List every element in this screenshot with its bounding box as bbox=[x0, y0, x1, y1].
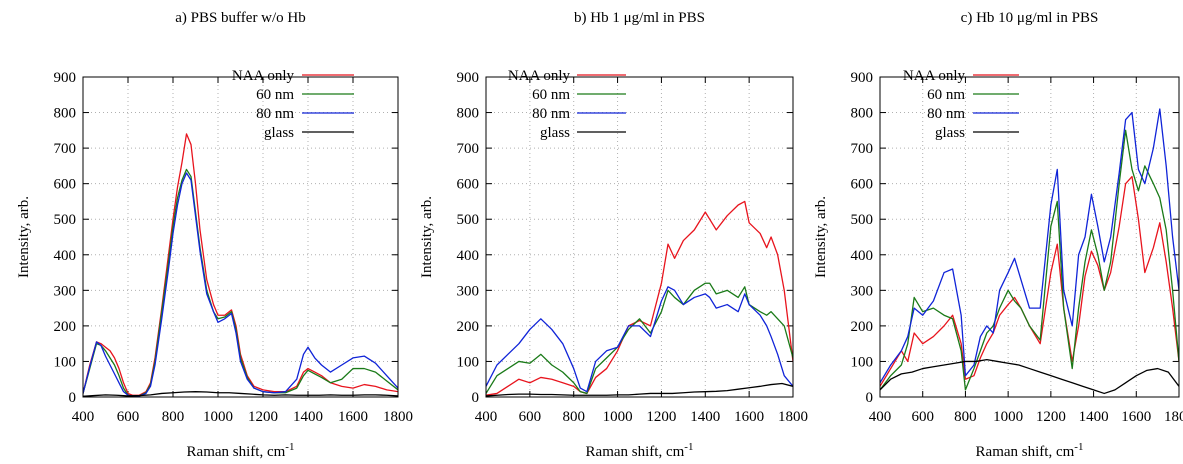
plot-frame bbox=[879, 76, 1180, 398]
legend-label: glass bbox=[540, 125, 570, 141]
x-tick-label: 800 bbox=[162, 409, 185, 425]
series-line-glass bbox=[880, 359, 1179, 395]
x-tick-label: 1800 bbox=[778, 409, 808, 425]
legend-label: glass bbox=[935, 125, 965, 141]
y-tick-label: 200 bbox=[54, 319, 77, 335]
x-tick-label: 400 bbox=[72, 409, 95, 425]
y-tick-label: 300 bbox=[54, 283, 77, 299]
y-tick-label: 900 bbox=[851, 70, 874, 86]
y-tick-label: 900 bbox=[457, 70, 480, 86]
x-tick-label: 600 bbox=[911, 409, 934, 425]
x-axis-label-superscript: -1 bbox=[1074, 441, 1083, 453]
y-tick-label: 400 bbox=[54, 248, 77, 264]
chart-panel-2: 400 600 800 1000 1200 1400 1600 1800 0 100 200 300 4… bbox=[419, 10, 808, 460]
chart-title: a) PBS buffer w/o Hb bbox=[175, 10, 306, 26]
y-tick-label: 500 bbox=[851, 212, 874, 228]
legend-label: 80 nm bbox=[256, 106, 294, 122]
series-line-glass bbox=[83, 391, 398, 397]
x-axis-label: Raman shift, cm-1 bbox=[187, 441, 295, 460]
x-tick-label: 1000 bbox=[203, 409, 233, 425]
x-tick-label: 1400 bbox=[293, 409, 323, 425]
series-line-naa-only bbox=[486, 200, 793, 396]
series-line-naa-only bbox=[880, 175, 1179, 387]
x-tick-label: 1600 bbox=[1121, 409, 1151, 425]
chart-title: c) Hb 10 μg/ml in PBS bbox=[961, 10, 1099, 26]
y-tick-label: 500 bbox=[54, 212, 77, 228]
y-tick-label: 100 bbox=[457, 354, 480, 370]
x-tick-label: 600 bbox=[117, 409, 140, 425]
y-tick-label: 0 bbox=[69, 390, 77, 406]
legend-label: NAA only bbox=[508, 68, 571, 84]
y-axis-label: Intensity, arb. bbox=[16, 196, 32, 278]
x-tick-label: 800 bbox=[954, 409, 977, 425]
legend-label: 80 nm bbox=[532, 106, 570, 122]
y-tick-label: 500 bbox=[457, 212, 480, 228]
x-axis-label-superscript: -1 bbox=[285, 441, 294, 453]
legend-label: glass bbox=[264, 125, 294, 141]
x-axis-label: Raman shift, cm-1 bbox=[976, 441, 1084, 460]
x-axis-label-superscript: -1 bbox=[684, 441, 693, 453]
y-tick-label: 700 bbox=[457, 141, 480, 157]
x-axis-label: Raman shift, cm-1 bbox=[586, 441, 694, 460]
legend-label: NAA only bbox=[232, 68, 295, 84]
y-tick-label: 600 bbox=[851, 177, 874, 193]
x-tick-label: 1400 bbox=[1079, 409, 1109, 425]
y-tick-label: 600 bbox=[54, 177, 77, 193]
x-tick-label: 1000 bbox=[993, 409, 1023, 425]
y-tick-label: 400 bbox=[851, 248, 874, 264]
x-tick-label: 1800 bbox=[383, 409, 413, 425]
y-tick-label: 100 bbox=[54, 354, 77, 370]
plot-frame bbox=[82, 76, 399, 398]
y-axis-label: Intensity, arb. bbox=[813, 196, 829, 278]
series-line-naa-only bbox=[83, 133, 398, 396]
y-tick-label: 300 bbox=[851, 283, 874, 299]
legend-label: 60 nm bbox=[532, 87, 570, 103]
series-line-60-nm bbox=[880, 129, 1179, 391]
y-tick-label: 700 bbox=[54, 141, 77, 157]
y-tick-label: 700 bbox=[851, 141, 874, 157]
x-tick-label: 1600 bbox=[338, 409, 368, 425]
y-tick-label: 200 bbox=[457, 319, 480, 335]
series-line-80-nm bbox=[83, 172, 398, 397]
x-tick-label: 1000 bbox=[603, 409, 633, 425]
y-tick-label: 300 bbox=[457, 283, 480, 299]
y-axis-label: Intensity, arb. bbox=[419, 196, 435, 278]
y-tick-label: 800 bbox=[851, 106, 874, 122]
x-tick-label: 1200 bbox=[1036, 409, 1066, 425]
y-tick-label: 0 bbox=[472, 390, 480, 406]
x-axis-label-text: Raman shift, cm bbox=[976, 444, 1075, 460]
y-tick-label: 600 bbox=[457, 177, 480, 193]
x-tick-label: 1200 bbox=[248, 409, 278, 425]
chart-panel-3: 400 600 800 1000 1200 1400 1600 1800 0 100 200 300 4… bbox=[813, 10, 1183, 460]
series-line-80-nm bbox=[880, 108, 1179, 384]
legend-label: 80 nm bbox=[927, 106, 965, 122]
x-axis-label-text: Raman shift, cm bbox=[586, 444, 685, 460]
x-tick-label: 1600 bbox=[734, 409, 764, 425]
x-tick-label: 400 bbox=[475, 409, 498, 425]
y-tick-label: 900 bbox=[54, 70, 77, 86]
y-tick-label: 100 bbox=[851, 354, 874, 370]
chart-panel-1: 400 600 800 1000 1200 1400 1600 1800 0 100 200 300 4… bbox=[16, 10, 413, 460]
x-tick-label: 800 bbox=[562, 409, 585, 425]
x-tick-label: 1800 bbox=[1164, 409, 1183, 425]
y-tick-label: 800 bbox=[54, 106, 77, 122]
y-tick-label: 800 bbox=[457, 106, 480, 122]
series-line-glass bbox=[486, 382, 793, 397]
legend-label: NAA only bbox=[903, 68, 966, 84]
chart-title: b) Hb 1 μg/ml in PBS bbox=[574, 10, 705, 26]
series-line-60-nm bbox=[486, 282, 793, 395]
plot-frame bbox=[485, 76, 794, 398]
x-tick-label: 1400 bbox=[690, 409, 720, 425]
legend-label: 60 nm bbox=[256, 87, 294, 103]
y-tick-label: 200 bbox=[851, 319, 874, 335]
y-tick-label: 0 bbox=[866, 390, 874, 406]
legend-label: 60 nm bbox=[927, 87, 965, 103]
x-tick-label: 600 bbox=[519, 409, 542, 425]
series-line-80-nm bbox=[486, 286, 793, 393]
x-axis-label-text: Raman shift, cm bbox=[187, 444, 286, 460]
y-tick-label: 400 bbox=[457, 248, 480, 264]
x-tick-label: 1200 bbox=[646, 409, 676, 425]
x-tick-label: 400 bbox=[869, 409, 892, 425]
